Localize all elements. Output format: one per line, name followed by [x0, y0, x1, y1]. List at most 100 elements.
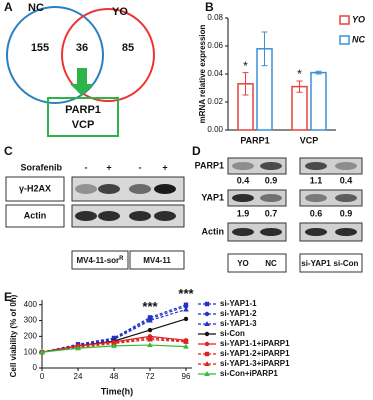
venn-count: 155 — [31, 42, 49, 54]
group-box — [129, 250, 185, 270]
x-tick-label: 96 — [182, 372, 191, 381]
marker — [204, 321, 210, 326]
treatment-mark: + — [106, 162, 111, 172]
marker — [204, 341, 210, 347]
y-tick-label: 0.08 — [207, 13, 223, 22]
lane-box — [299, 253, 363, 273]
x-tick-label: 48 — [110, 372, 119, 381]
venn-set: NC — [28, 2, 44, 14]
marker — [204, 331, 210, 337]
x-tick-label: 24 — [74, 372, 83, 381]
blot-strip — [227, 157, 287, 175]
group-superscript: R — [119, 256, 124, 262]
marker — [204, 311, 210, 317]
band — [335, 162, 357, 170]
panel-label: D — [192, 144, 201, 158]
bar — [291, 85, 308, 131]
marker — [183, 306, 189, 312]
treatment-mark: - — [139, 162, 142, 172]
panel-label: C — [4, 144, 13, 158]
group-box — [71, 250, 129, 270]
y-tick-label: 0.06 — [207, 41, 223, 50]
marker — [147, 317, 153, 323]
marker — [147, 342, 153, 348]
quantification: 1.1 — [310, 175, 323, 185]
band — [98, 211, 120, 221]
band — [232, 194, 254, 202]
arrow-shaft — [77, 68, 87, 84]
legend-label: si-YAP1-3+iPARP1 — [220, 359, 290, 368]
blot-strip — [227, 222, 287, 242]
result-box — [47, 97, 119, 137]
x-tick-label: 72 — [146, 372, 155, 381]
panel-label: A — [4, 0, 13, 14]
venn-count: 36 — [76, 42, 88, 54]
group-label: MV4-11-sorR — [76, 256, 124, 266]
marker — [204, 301, 210, 307]
x-tick-label: 0 — [40, 372, 45, 381]
band — [335, 194, 357, 202]
row-label-box — [5, 204, 65, 228]
quantification: 1.9 — [237, 208, 250, 218]
band — [154, 211, 176, 221]
blot-row-label: γ-H2AX — [19, 183, 51, 193]
quantification: 0.4 — [237, 175, 250, 185]
band — [305, 162, 327, 170]
treatment-label: Sorafenib — [20, 162, 62, 172]
band — [154, 184, 176, 194]
legend-swatch — [339, 15, 350, 25]
series-line — [41, 305, 187, 353]
y-tick-label: 200 — [24, 331, 38, 340]
legend-label: si-YAP1-1 — [220, 299, 257, 308]
band — [98, 184, 120, 194]
band — [232, 228, 254, 236]
band — [260, 228, 282, 236]
blot-row-label: Actin — [202, 226, 225, 236]
legend-label: si-YAP1-2+iPARP1 — [220, 349, 290, 358]
quantification: 0.4 — [340, 175, 353, 185]
y-tick-label: 100 — [24, 347, 38, 356]
blot-strip — [299, 222, 363, 242]
significance: *** — [142, 299, 158, 314]
band — [129, 184, 151, 194]
y-tick-label: 0 — [33, 363, 38, 372]
legend-label: si-YAP1-3 — [220, 319, 257, 328]
marker — [204, 361, 210, 366]
band — [305, 194, 327, 202]
lane-label: NC — [265, 259, 277, 268]
row-label-box — [5, 176, 65, 202]
legend-label: si-Con+iPARP1 — [220, 369, 278, 378]
x-tick-label: PARP1 — [240, 135, 269, 145]
quantification: 0.7 — [265, 208, 278, 218]
legend-label: si-Con — [220, 329, 245, 338]
y-tick-label: 400 — [24, 300, 38, 309]
band — [129, 211, 151, 221]
legend-label: YO — [352, 14, 365, 24]
y-tick-label: 0.02 — [207, 97, 223, 106]
treatment-mark: + — [162, 162, 167, 172]
error-bar — [242, 72, 249, 96]
band — [75, 184, 97, 194]
marker — [183, 304, 189, 309]
panel-label: B — [205, 0, 214, 14]
marker — [147, 327, 153, 333]
band — [75, 211, 97, 221]
result-gene: VCP — [72, 119, 95, 131]
y-tick-label: 0.04 — [207, 69, 223, 78]
blot-strip — [227, 189, 287, 207]
legend-label: NC — [352, 34, 365, 44]
marker — [111, 342, 117, 348]
series-line — [41, 308, 187, 353]
blot-row-label: Actin — [24, 210, 47, 220]
lane-box — [227, 253, 287, 273]
lane-label: YO — [237, 259, 249, 268]
error-bar — [261, 31, 268, 67]
venn-count: 85 — [122, 42, 134, 54]
group-label: MV4-11 — [143, 256, 171, 265]
band — [260, 194, 282, 202]
marker — [75, 345, 81, 351]
venn-circle-nc — [6, 6, 104, 104]
marker — [183, 316, 189, 322]
y-axis-label: Cell viability (% of 0h) — [9, 294, 18, 377]
